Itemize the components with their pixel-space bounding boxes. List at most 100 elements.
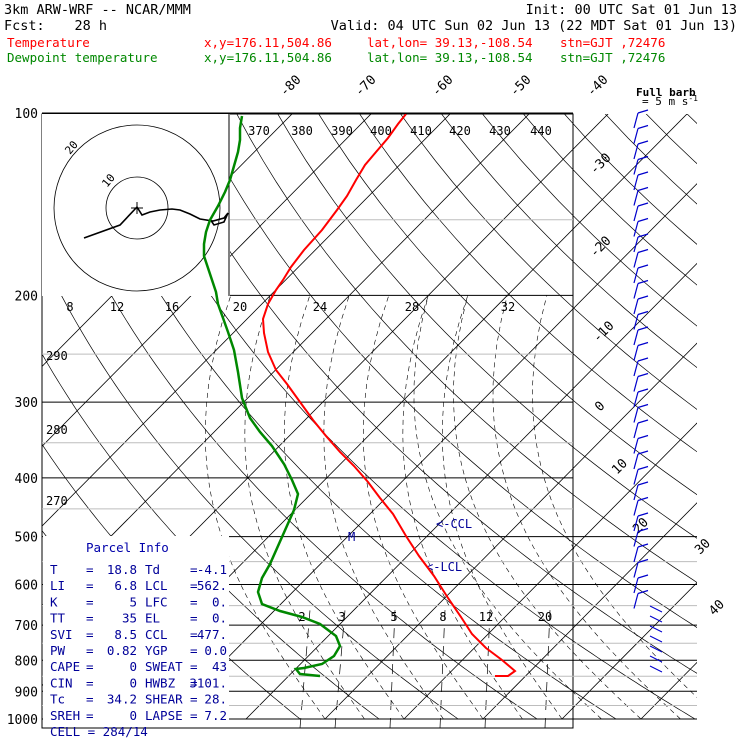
pressure-tick-label: 700 xyxy=(15,619,38,634)
ccl-label: <-CCL xyxy=(436,517,472,531)
parcel-eq: = xyxy=(190,594,198,609)
wind-barb xyxy=(633,391,639,408)
isotherm-line xyxy=(166,183,697,720)
init-time: Init: 00 UTC Sat 01 Jun 13 xyxy=(526,2,737,18)
wind-barb xyxy=(633,190,639,206)
wind-barb-flag xyxy=(637,388,649,393)
dry-adiabat xyxy=(482,114,697,327)
parcel-eq: = xyxy=(86,708,94,723)
wind-barb xyxy=(633,562,639,578)
isotherm-line xyxy=(561,582,697,720)
isotherm-label: -40 xyxy=(584,73,611,100)
isotherm-label: 40 xyxy=(706,597,728,619)
wind-barb-flag xyxy=(637,341,649,347)
isotherm-label: -60 xyxy=(429,73,456,100)
parcel-value: 7.2 xyxy=(204,708,227,723)
parcel-info-box xyxy=(43,536,229,727)
lcl-label: <-LCL xyxy=(426,560,462,574)
isotherm-label: 10 xyxy=(609,456,631,478)
parcel-eq: = xyxy=(86,643,94,658)
isotherm-line xyxy=(640,661,697,720)
hodograph-bg xyxy=(42,114,230,296)
m-label: M xyxy=(348,530,355,544)
hodo-speed-label: 24 xyxy=(313,300,327,314)
wind-barb-flag xyxy=(637,419,649,424)
pressure-tick-label: 1000 xyxy=(7,713,38,728)
profile-lines xyxy=(202,114,517,678)
isotherm-line xyxy=(720,113,740,719)
legend-dewpoint-xy: x,y=176.11,504.86 xyxy=(204,50,332,65)
pressure-tick-label: 300 xyxy=(15,396,38,411)
theta-label: 270 xyxy=(46,494,68,508)
valid-time: Valid: 04 UTC Sun 02 Jun 13 (22 MDT Sat … xyxy=(331,18,737,34)
parcel-key: SREH xyxy=(50,708,80,723)
parcel-key: TT xyxy=(50,611,66,626)
parcel-value: 477. xyxy=(197,627,227,642)
parcel-eq: = xyxy=(190,692,198,707)
theta-label: 390 xyxy=(331,124,353,138)
moist-adiabat xyxy=(441,295,563,720)
parcel-value: 34.2 xyxy=(107,692,137,707)
isotherm-label: 30 xyxy=(692,536,714,558)
hodo-speed-label: 16 xyxy=(165,300,179,314)
wind-barb-flag xyxy=(637,589,649,595)
fcst-value: 28 h xyxy=(74,18,107,34)
parcel-eq: = xyxy=(86,611,94,626)
parcel-value: 562. xyxy=(197,578,227,593)
dry-adiabat xyxy=(236,114,697,583)
parcel-key: HWBZ xyxy=(145,675,176,690)
wind-barb xyxy=(633,329,639,346)
isotherm-label: 20 xyxy=(630,515,652,537)
parcel-key: CCL xyxy=(145,627,168,642)
isotherm-line xyxy=(324,342,697,720)
isotherm-line xyxy=(482,502,697,720)
isotherm-label: -20 xyxy=(587,234,614,261)
legend-dewpoint-stn: stn=GJT ,72476 xyxy=(560,50,665,65)
wind-barb-flag xyxy=(637,264,649,269)
theta-label: 430 xyxy=(489,124,511,138)
legend-temperature-latlon: lat,lon= 39.13,-108.54 xyxy=(367,35,533,50)
wind-barb-flag xyxy=(637,326,649,331)
parcel-key: K xyxy=(50,594,58,609)
hodo-ring xyxy=(105,176,169,240)
pressure-tick-label: 100 xyxy=(15,107,38,122)
wind-barb-flag xyxy=(637,558,649,564)
parcel-value: 0.0 xyxy=(204,643,227,658)
parcel-value: 18.8 xyxy=(107,562,137,577)
wind-barb-flag xyxy=(637,295,649,300)
parcel-key: PW xyxy=(50,643,66,658)
mixing-ratio-label: 8 xyxy=(439,610,446,624)
wind-barb xyxy=(649,645,663,653)
mixing-ratio-label: 12 xyxy=(479,610,493,624)
theta-label: 290 xyxy=(46,349,68,363)
wind-barb-flag xyxy=(637,124,649,130)
parcel-key: CAPE xyxy=(50,659,80,674)
parcel-info-table: T = 18.8 Td = -4.1LI = 6.8 LCL = 562.K = 5 LFC = 0.TT = 3… xyxy=(50,562,227,739)
wind-barb-flag xyxy=(637,450,649,455)
wind-barb xyxy=(633,469,639,485)
parcel-cell: CELL = 284/14 xyxy=(50,724,148,739)
parcel-eq: = xyxy=(190,708,198,723)
wind-barb-flag xyxy=(637,171,649,176)
wind-barb-flag xyxy=(637,481,649,486)
parcel-value: -4.1 xyxy=(197,562,227,577)
isotherm-line xyxy=(403,422,697,720)
dry-adiabat xyxy=(441,114,697,369)
legend-dewpoint: Dewpoint temperature xyxy=(7,50,158,65)
theta-label: 280 xyxy=(46,423,68,437)
parcel-key: EL xyxy=(145,611,160,626)
wind-barb xyxy=(633,112,639,129)
hodo-speed-label: 8 xyxy=(66,300,73,314)
hodo-speed-label: 28 xyxy=(405,300,419,314)
wind-barb xyxy=(633,205,639,222)
wind-barb xyxy=(633,360,639,377)
dewpoint-profile xyxy=(202,115,342,678)
dry-adiabat xyxy=(359,114,697,453)
wind-barb-flag xyxy=(637,109,649,114)
model-title: 3km ARW-WRF -- NCAR/MMM xyxy=(4,2,191,18)
wind-barb-flag xyxy=(637,574,649,579)
mixing-ratio-label: 20 xyxy=(538,610,552,624)
dry-adiabat xyxy=(645,114,697,165)
legend-temperature-xy: x,y=176.11,504.86 xyxy=(204,35,332,50)
